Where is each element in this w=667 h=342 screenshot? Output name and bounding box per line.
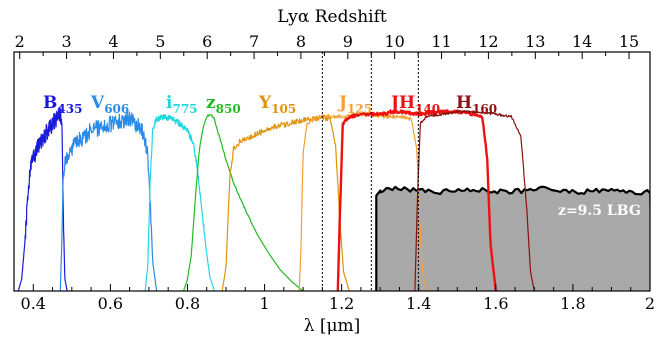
filter-label-jh: JH140 — [389, 93, 440, 116]
plot-area — [17, 52, 650, 291]
x-tick-label: 0.4 — [21, 294, 46, 313]
filter-label-j: J125 — [337, 93, 372, 116]
filter-curve-jh — [336, 109, 497, 291]
filter-curve-z — [183, 114, 304, 291]
top-axis-title: Lyα Redshift — [277, 7, 387, 27]
lbg-label: z=9.5 LBG — [558, 203, 641, 219]
plot-frame — [13, 51, 651, 292]
x-tick-label: 1 — [259, 294, 269, 313]
x-tick-label: 1.6 — [483, 294, 508, 313]
filter-label-b: B435 — [43, 93, 82, 116]
top-tick-label: 12 — [478, 32, 498, 51]
x-tick-label: 1.2 — [329, 294, 354, 313]
bottom-axis-title: λ [μm] — [304, 316, 361, 336]
top-tick-label: 13 — [525, 32, 545, 51]
x-tick-label: 1.4 — [406, 294, 431, 313]
filter-label-v: V606 — [90, 93, 129, 116]
top-tick-label: 9 — [343, 32, 353, 51]
top-tick-label: 15 — [619, 32, 639, 51]
top-tick-label: 11 — [431, 32, 451, 51]
filter-curve-y — [221, 114, 350, 291]
filter-labels: B435 V606 i775 z850 Y105 J125 JH140 H160 z=9.5 L… — [43, 93, 641, 219]
filter-curve-h — [414, 110, 535, 291]
top-tick-label: 2 — [15, 32, 25, 51]
top-tick-label: 14 — [572, 32, 592, 51]
filter-label-i: i775 — [166, 93, 198, 116]
top-tick-label: 3 — [61, 32, 71, 51]
x-tick-label: 2 — [645, 294, 655, 313]
filter-label-z: z850 — [206, 93, 241, 116]
top-tick-label: 6 — [202, 32, 212, 51]
axes: 0.4 0.6 0.8 1 1.2 1.4 1.6 1.8 2 2 3 4 5 6 7 8 9 10 11 12 13 1… — [15, 32, 655, 313]
top-tick-label: 8 — [296, 32, 306, 51]
filter-curve-i — [144, 113, 215, 291]
x-tick-label: 0.8 — [175, 294, 200, 313]
top-tick-label: 7 — [249, 32, 259, 51]
filter-curve-b — [17, 106, 68, 291]
x-tick-label: 0.6 — [98, 294, 123, 313]
filter-label-y: Y105 — [258, 93, 296, 116]
filter-label-h: H160 — [456, 93, 497, 116]
top-tick-label: 4 — [108, 32, 118, 51]
top-tick-label: 5 — [155, 32, 165, 51]
filter-curve-v — [59, 111, 158, 291]
top-tick-label: 10 — [384, 32, 404, 51]
x-tick-label: 1.8 — [560, 294, 585, 313]
